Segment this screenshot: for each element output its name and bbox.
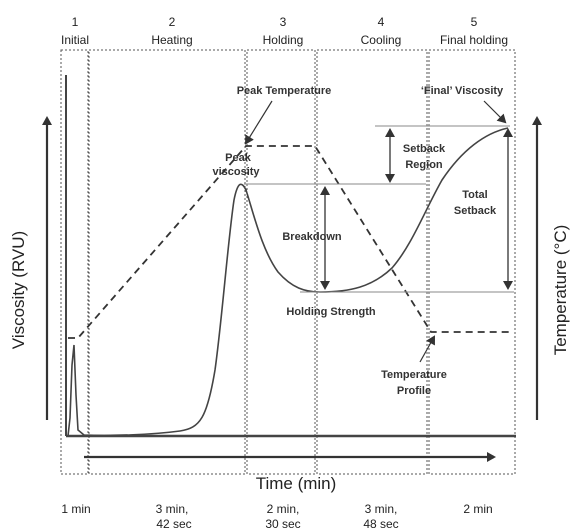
final-viscosity-label: ‘Final’ Viscosity bbox=[421, 85, 504, 97]
duration-cooling-line2: 48 sec bbox=[363, 517, 398, 530]
stage-boxes bbox=[60, 49, 516, 475]
stage-name-initial: Initial bbox=[61, 33, 89, 47]
stage-number-4: 4 bbox=[378, 15, 385, 29]
duration-holding-line2: 30 sec bbox=[265, 517, 300, 530]
viscosity-curve bbox=[66, 127, 509, 437]
peak-viscosity-label-line1: Peak bbox=[225, 152, 252, 164]
duration-heating-line1: 3 min, bbox=[156, 502, 189, 516]
stage-box-cooling bbox=[316, 49, 428, 475]
duration-initial: 1 min bbox=[61, 502, 90, 516]
duration-holding-line1: 2 min, bbox=[267, 502, 300, 516]
x-axis-label: Time (min) bbox=[256, 474, 337, 493]
final-viscosity-pointer bbox=[483, 100, 507, 124]
stage-number-2: 2 bbox=[169, 15, 176, 29]
stage-number-1: 1 bbox=[72, 15, 79, 29]
temperature-profile-line bbox=[68, 145, 512, 339]
stage-name-holding: Holding bbox=[263, 33, 304, 47]
stage-name-cooling: Cooling bbox=[361, 33, 402, 47]
total-setback-label-line2: Setback bbox=[454, 205, 497, 217]
stage-box-initial bbox=[60, 49, 89, 475]
temperature-profile-label-line2: Profile bbox=[397, 385, 431, 397]
setback-region-label-line1: Setback bbox=[403, 143, 446, 155]
peak-temperature-pointer bbox=[244, 100, 273, 145]
stage-box-holding bbox=[246, 49, 316, 475]
duration-cooling-line1: 3 min, bbox=[365, 502, 398, 516]
setback-region-label-line2: Region bbox=[405, 159, 443, 171]
duration-heating-line2: 42 sec bbox=[156, 517, 191, 530]
peak-temperature-label: Peak Temperature bbox=[237, 85, 332, 97]
holding-strength-label: Holding Strength bbox=[286, 306, 375, 318]
stage-box-final-holding bbox=[428, 49, 516, 475]
stage-name-final-holding: Final holding bbox=[440, 33, 508, 47]
temperature-profile-label-line1: Temperature bbox=[381, 369, 447, 381]
peak-viscosity-label-line2: viscosity bbox=[212, 166, 260, 178]
stage-number-5: 5 bbox=[471, 15, 478, 29]
total-setback-label-line1: Total bbox=[462, 189, 487, 201]
y-axis-left-label: Viscosity (RVU) bbox=[9, 231, 28, 349]
duration-final-holding: 2 min bbox=[463, 502, 492, 516]
stage-box-heating bbox=[88, 49, 246, 475]
stage-name-heating: Heating bbox=[151, 33, 192, 47]
stage-number-3: 3 bbox=[280, 15, 287, 29]
breakdown-label: Breakdown bbox=[282, 231, 342, 243]
y-axis-right-label: Temperature (°C) bbox=[551, 225, 570, 356]
temperature-profile-pointer bbox=[419, 335, 435, 363]
